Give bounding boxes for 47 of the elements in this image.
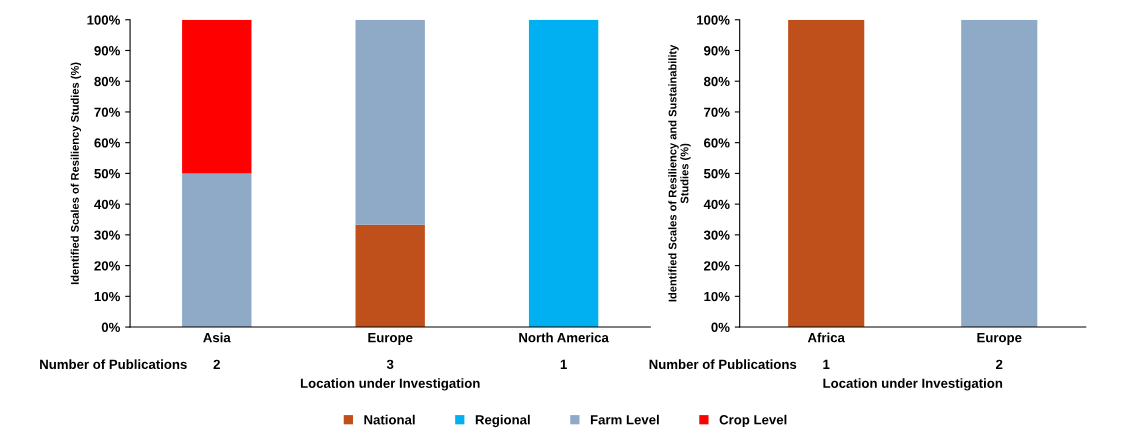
text: 3 [386,359,394,370]
legend-label: National [364,414,415,425]
y-tick-label: 80% [703,76,730,87]
text: 1 [560,359,567,369]
y-tick-label: 20% [94,261,120,271]
y-tick-label: 50% [703,168,730,179]
y-tick-label: 70% [94,107,120,117]
y-tick-label: 90% [704,46,730,56]
text: Number of Publications [40,359,187,370]
bar [355,224,425,328]
y-tick-label: 10% [704,291,730,302]
y-tick-label: 0% [711,322,730,332]
x-tick-label: North America [519,332,609,343]
y-tick-label: 100% [87,15,120,25]
x-tick-label: Asia [203,332,231,343]
x-axis-title: Location under Investigation [300,378,480,391]
y-tick-label: 0% [101,322,120,332]
y-tick-label: 60% [704,138,730,148]
bar [528,19,599,328]
y-tick-label: 80% [94,76,120,87]
x-tick-label: Europe [368,333,413,345]
bar [182,173,252,328]
text: 2 [213,359,220,369]
x-axis-title: Location under Investigation [823,378,1003,391]
legend-label: Regional [475,414,530,428]
y-tick-label: 10% [94,291,120,302]
x-tick-label: Europe [977,333,1022,345]
y-tick-label: 50% [94,168,120,179]
y-tick-label: 20% [704,261,730,271]
y-tick-label: 90% [94,46,120,56]
y-tick-label: 60% [94,138,120,148]
text: 1 [823,359,830,369]
y-tick-label: 70% [704,107,730,117]
legend-label: Crop Level [719,414,787,428]
y-tick-label: 40% [94,199,120,210]
y-tick-label: 40% [703,199,730,210]
bar [355,19,425,225]
y-axis-title: Identified Scales of Resiliency and Sustainability Studies (%) [668,44,691,302]
y-tick-label: 30% [703,230,730,240]
bar [182,19,252,174]
x-tick-label: Africa [807,332,845,343]
y-axis-title: Identified Scales of Resiliency Studies (%) [70,62,82,285]
y-tick-label: 30% [94,230,120,240]
legend-label: Farm Level [590,414,659,425]
text: 2 [996,359,1003,369]
text: Number of Publications [649,359,797,370]
y-tick-label: 100% [697,15,730,25]
